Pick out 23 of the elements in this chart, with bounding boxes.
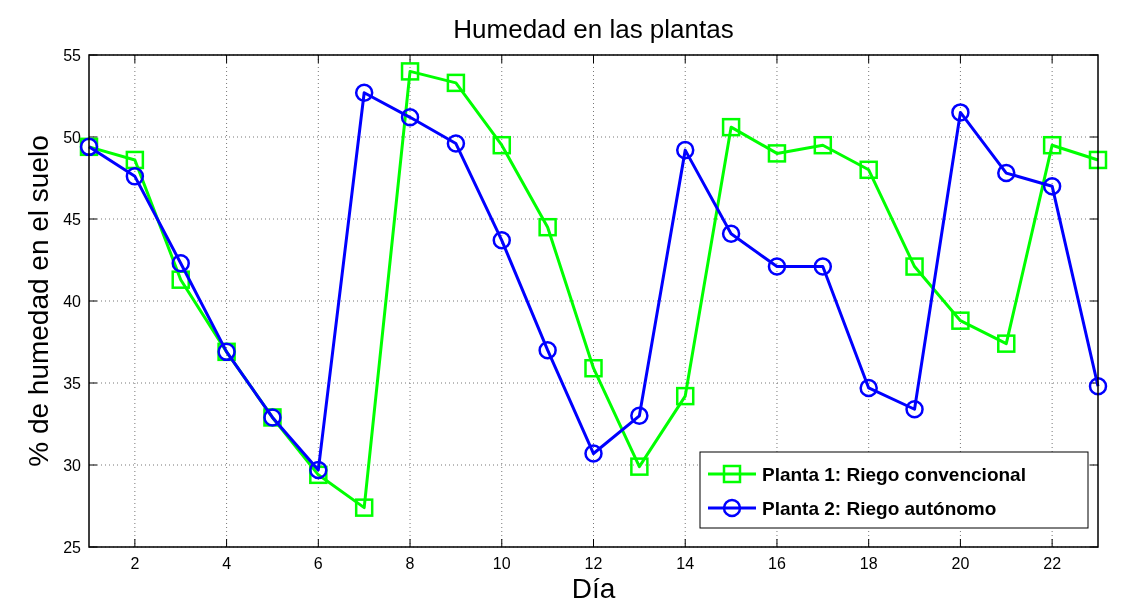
x-tick-label: 22 — [1043, 555, 1062, 572]
x-tick-label: 2 — [130, 555, 140, 572]
x-tick-label: 8 — [405, 555, 415, 572]
y-tick-label: 55 — [63, 47, 82, 64]
x-tick-label: 6 — [313, 555, 323, 572]
y-tick-label: 40 — [63, 293, 82, 310]
y-tick-label: 50 — [63, 129, 82, 146]
legend-label: Planta 2: Riego autónomo — [762, 498, 997, 519]
x-tick-label: 16 — [768, 555, 786, 572]
x-tick-label: 18 — [859, 555, 878, 572]
x-tick-label: 4 — [222, 555, 232, 572]
legend-label: Planta 1: Riego convencional — [762, 464, 1026, 485]
x-tick-label: 20 — [951, 555, 970, 572]
y-tick-label: 25 — [63, 539, 82, 556]
y-tick-label: 30 — [63, 457, 82, 474]
x-tick-label: 12 — [584, 555, 603, 572]
y-tick-label: 45 — [63, 211, 82, 228]
y-tick-label: 35 — [63, 375, 82, 392]
x-tick-label: 14 — [676, 555, 695, 572]
y-axis-title: % de humedad en el suelo — [23, 135, 54, 467]
chart-title: Humedad en las plantas — [453, 14, 734, 44]
x-tick-label: 10 — [492, 555, 511, 572]
x-axis-title: Día — [571, 573, 616, 604]
